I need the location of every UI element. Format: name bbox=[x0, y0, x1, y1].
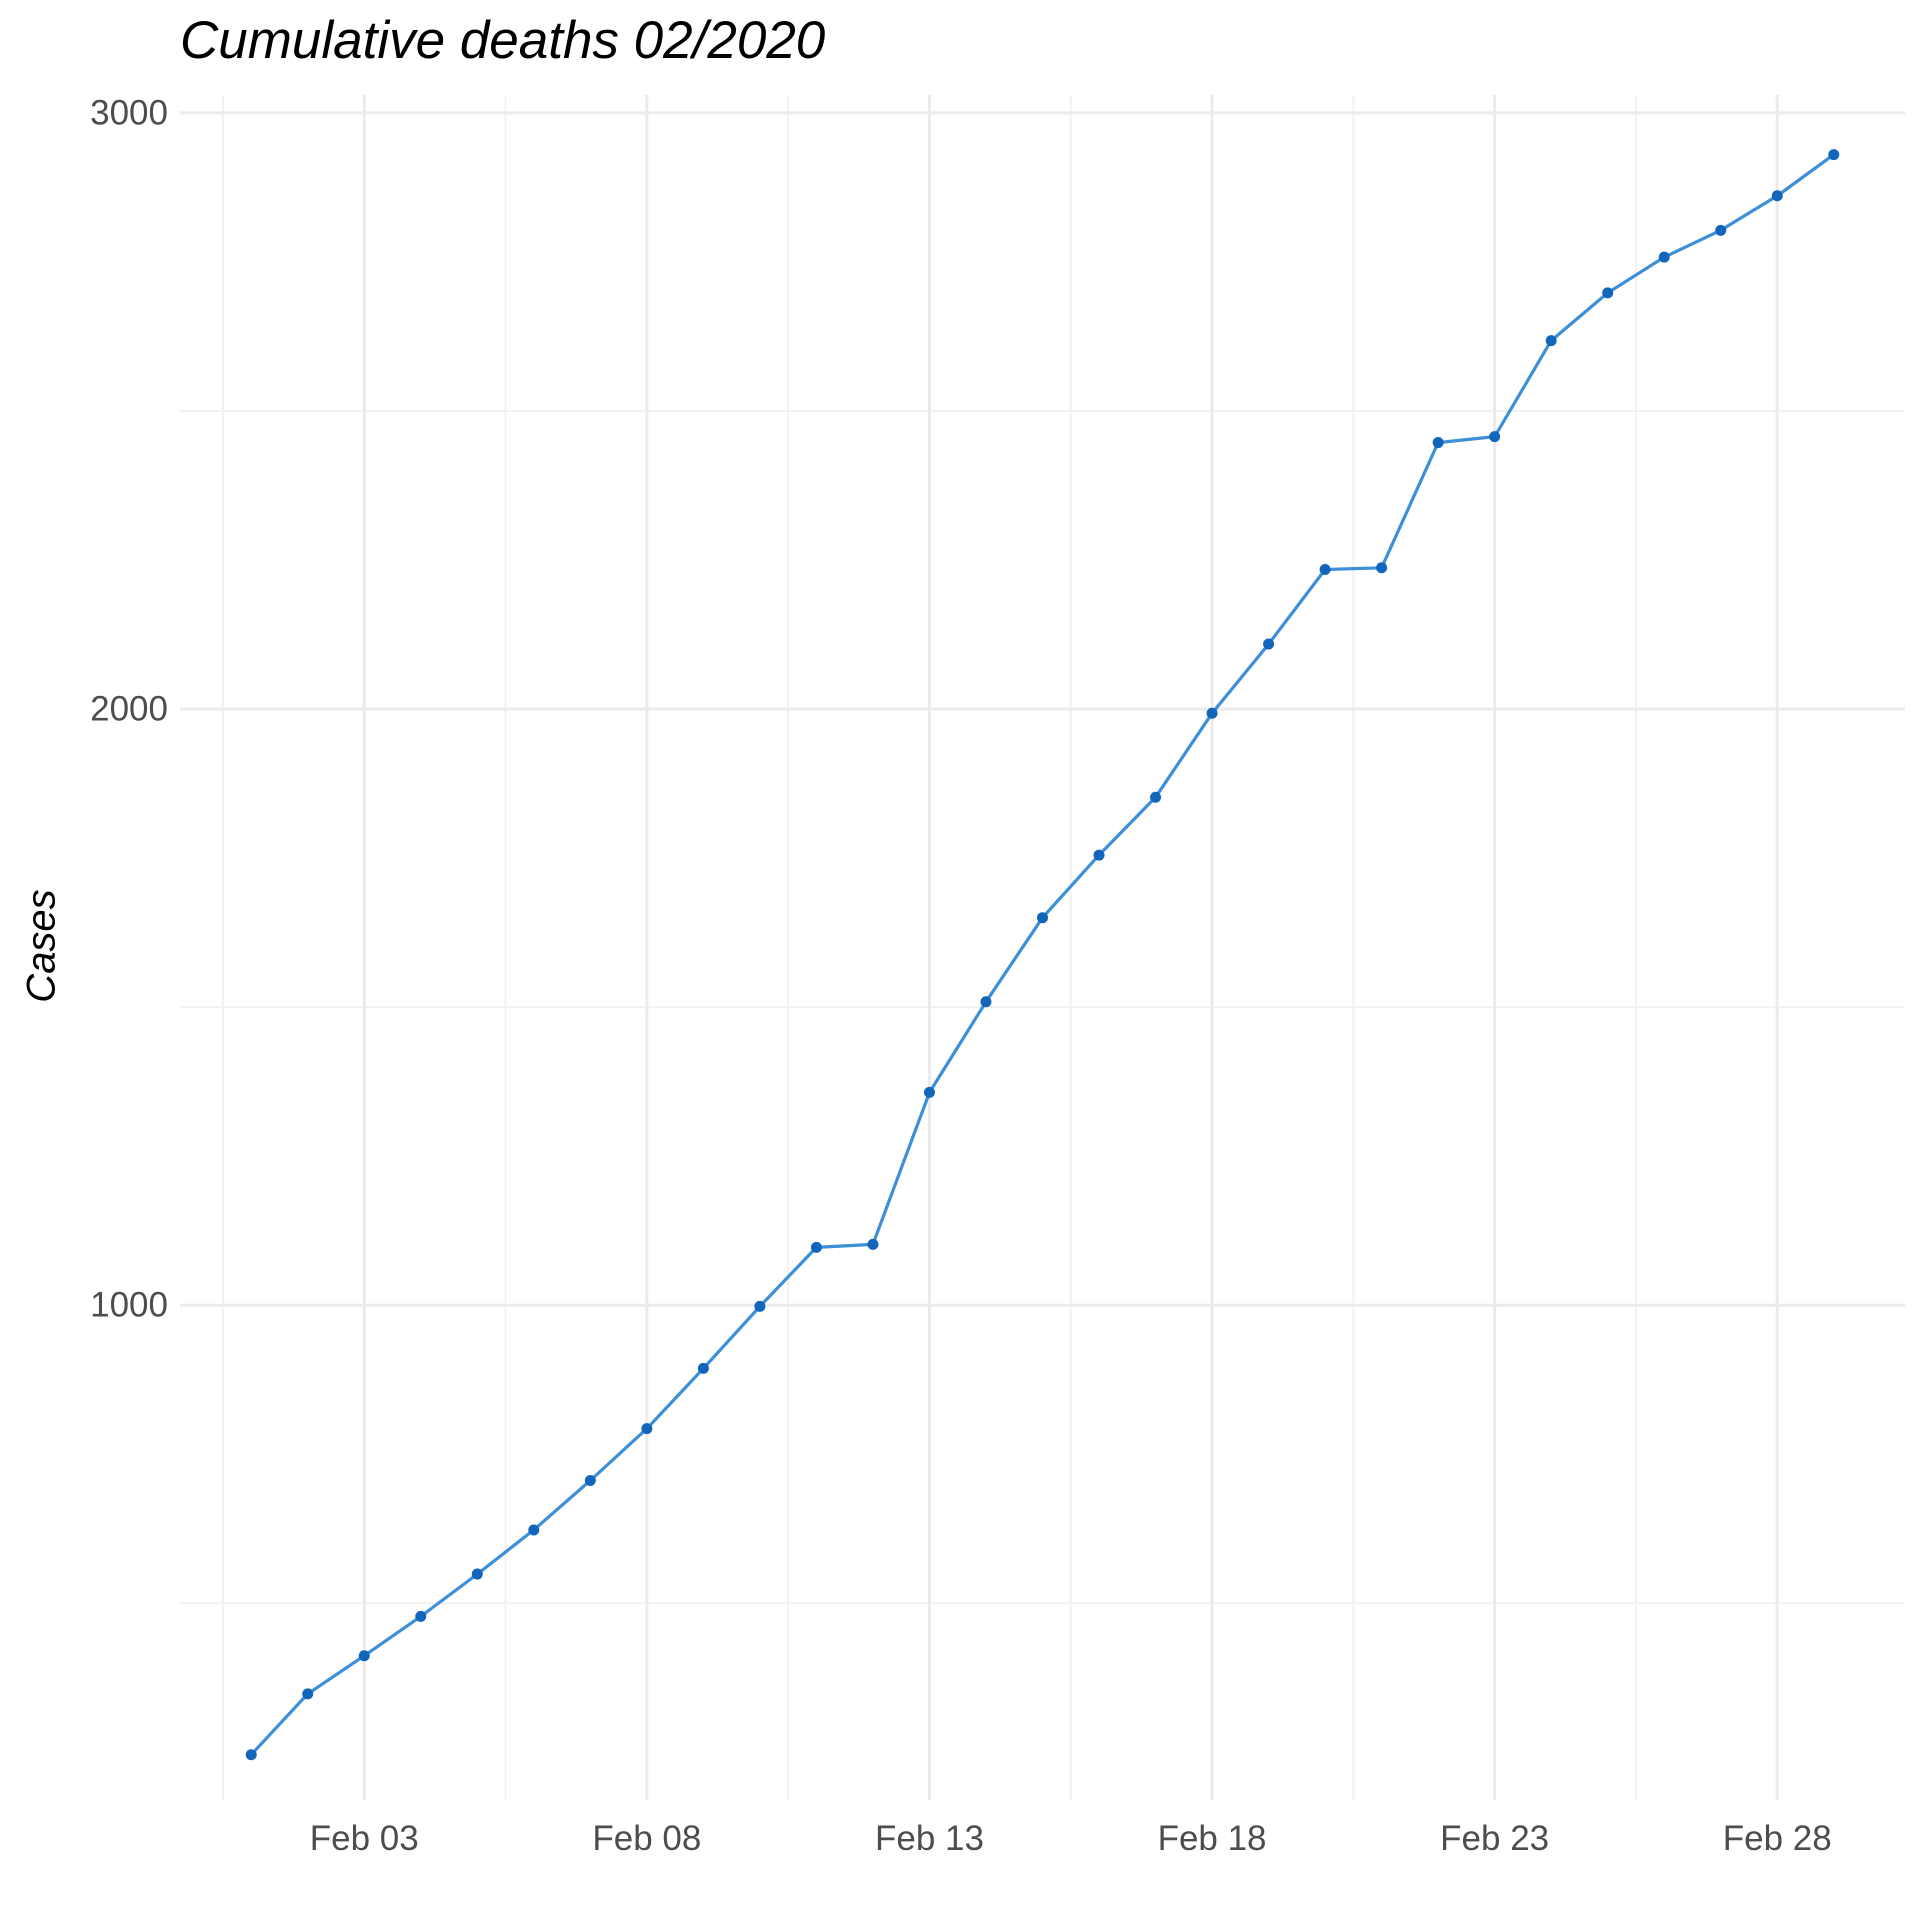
chart-title: Cumulative deaths 02/2020 bbox=[180, 11, 826, 70]
data-point bbox=[471, 1568, 483, 1580]
x-major-gridlines bbox=[362, 95, 1779, 1800]
x-tick-label: Feb 18 bbox=[1158, 1819, 1267, 1858]
y-axis-ticks: 1000 2000 3000 bbox=[90, 93, 168, 1324]
data-point bbox=[1489, 431, 1501, 443]
data-point bbox=[1319, 564, 1331, 576]
y-minor-gridlines bbox=[180, 409, 1905, 1605]
data-point bbox=[867, 1238, 879, 1250]
data-point bbox=[1037, 912, 1048, 924]
data-point bbox=[1093, 849, 1105, 861]
data-point bbox=[641, 1423, 653, 1435]
data-point bbox=[923, 1086, 935, 1098]
data-point bbox=[1432, 437, 1444, 449]
data-point bbox=[1828, 149, 1840, 161]
y-tick-label: 2000 bbox=[90, 690, 168, 729]
data-point bbox=[810, 1241, 822, 1253]
x-tick-label: Feb 03 bbox=[310, 1819, 419, 1858]
data-point bbox=[697, 1362, 709, 1374]
x-minor-gridlines bbox=[221, 95, 1637, 1800]
data-point bbox=[528, 1524, 540, 1536]
data-point bbox=[584, 1474, 596, 1486]
data-point bbox=[1376, 562, 1388, 574]
data-point bbox=[1658, 251, 1670, 263]
y-major-gridlines bbox=[180, 111, 1905, 1307]
y-tick-label: 1000 bbox=[90, 1286, 168, 1325]
data-point bbox=[245, 1749, 257, 1761]
data-point bbox=[1150, 791, 1162, 803]
data-point bbox=[754, 1300, 766, 1312]
data-point bbox=[358, 1650, 370, 1662]
data-point bbox=[980, 996, 992, 1008]
y-tick-label: 3000 bbox=[90, 93, 168, 132]
x-tick-label: Feb 13 bbox=[875, 1819, 984, 1858]
data-point bbox=[1263, 638, 1275, 650]
series-line bbox=[250, 153, 1835, 1756]
data-point bbox=[1545, 335, 1557, 347]
x-tick-label: Feb 23 bbox=[1440, 1819, 1549, 1858]
data-point bbox=[1206, 707, 1218, 719]
data-point bbox=[415, 1610, 427, 1622]
data-point bbox=[302, 1688, 314, 1700]
x-tick-label: Feb 08 bbox=[592, 1819, 701, 1858]
x-axis-ticks: Feb 03 Feb 08 Feb 13 Feb 18 Feb 23 Feb 28 bbox=[310, 1819, 1832, 1858]
data-point bbox=[1602, 287, 1614, 299]
data-point bbox=[1771, 190, 1783, 202]
series-layer bbox=[245, 149, 1840, 1761]
data-point bbox=[1715, 224, 1727, 236]
x-tick-label: Feb 28 bbox=[1723, 1819, 1832, 1858]
